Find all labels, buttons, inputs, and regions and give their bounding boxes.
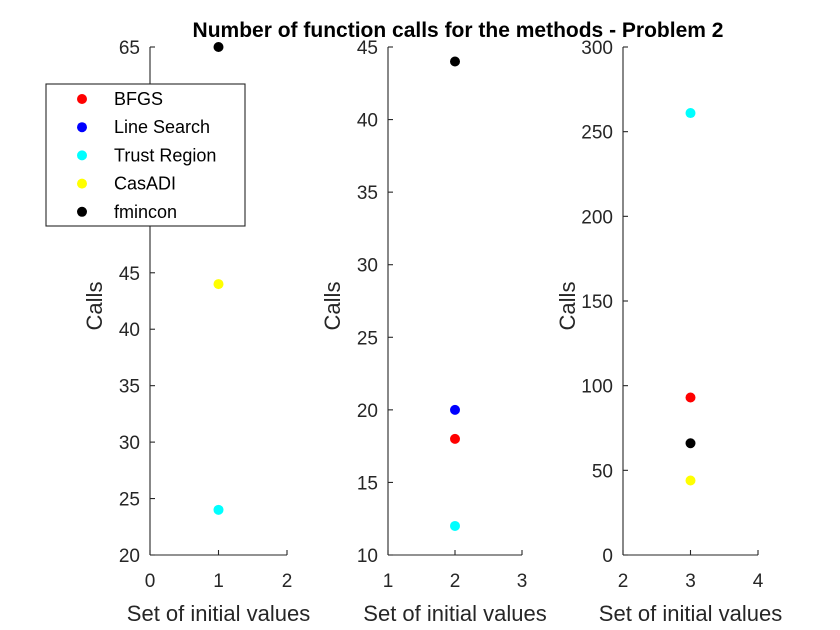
legend-label: BFGS — [114, 89, 163, 109]
data-point-bfgs — [450, 433, 460, 444]
y-tick-label: 300 — [581, 38, 613, 59]
y-axis-label: Calls — [555, 282, 580, 331]
legend-marker-line-search — [77, 122, 87, 133]
data-point-fmincon — [685, 438, 696, 449]
y-tick-label: 40 — [357, 111, 378, 132]
legend-marker-trust-region — [77, 150, 87, 161]
legend-label: fmincon — [114, 202, 177, 222]
data-point-bfgs — [685, 392, 696, 403]
y-tick-label: 25 — [119, 490, 140, 511]
y-tick-label: 20 — [119, 546, 140, 567]
data-point-fmincon — [450, 56, 460, 67]
y-tick-label: 35 — [357, 183, 378, 204]
y-tick-label: 30 — [357, 256, 378, 277]
legend-label: Trust Region — [114, 145, 216, 165]
y-tick-label: 30 — [119, 433, 140, 454]
x-tick-label: 1 — [383, 571, 394, 592]
legend: BFGS Line Search Trust Region CasADI fmincon — [45, 83, 246, 227]
y-tick-label: 65 — [119, 38, 140, 59]
y-tick-label: 10 — [357, 546, 378, 567]
y-tick-label: 15 — [357, 473, 378, 494]
x-tick-label: 2 — [282, 571, 293, 592]
y-tick-label: 35 — [119, 377, 140, 398]
x-axis-label: Set of initial values — [599, 601, 782, 626]
y-tick-label: 45 — [119, 264, 140, 285]
chart-title: Number of function calls for the methods… — [193, 19, 724, 42]
data-point-trust-region — [685, 108, 696, 119]
y-axis-label: Calls — [320, 282, 345, 331]
y-tick-label: 200 — [581, 207, 613, 228]
data-point-fmincon — [213, 42, 224, 52]
y-tick-label: 40 — [119, 320, 140, 341]
y-tick-label: 20 — [357, 401, 378, 422]
data-point-casadi — [213, 279, 224, 290]
y-tick-label: 25 — [357, 328, 378, 349]
x-tick-label: 3 — [685, 571, 696, 592]
legend-marker-fmincon — [77, 206, 87, 217]
legend-marker-casadi — [77, 178, 87, 189]
y-tick-label: 50 — [592, 461, 613, 482]
x-tick-label: 1 — [213, 571, 224, 592]
legend-label: Line Search — [114, 117, 210, 137]
subplot-2: 10 15 20 25 30 35 40 45 1 2 3 Set of initial values… — [320, 38, 547, 626]
y-tick-label: 45 — [357, 38, 378, 59]
subplot-3: 0 50 100 150 200 250 300 2 3 4 Set of initial valu… — [555, 38, 782, 626]
y-tick-label: 250 — [581, 123, 613, 144]
data-point-trust-region — [450, 520, 460, 531]
x-tick-label: 2 — [450, 571, 461, 592]
data-point-casadi — [685, 475, 696, 486]
data-point-line-search — [450, 404, 460, 415]
legend-label: CasADI — [114, 174, 176, 194]
x-axis-label: Set of initial values — [127, 601, 310, 626]
y-tick-label: 0 — [602, 546, 613, 567]
x-axis-label: Set of initial values — [363, 601, 546, 626]
x-tick-label: 2 — [618, 571, 629, 592]
x-tick-label: 0 — [145, 571, 156, 592]
data-point-trust-region — [213, 504, 224, 515]
x-tick-label: 4 — [753, 571, 764, 592]
y-tick-label: 100 — [581, 377, 613, 398]
y-tick-label: 150 — [581, 292, 613, 313]
y-axis-label: Calls — [82, 282, 107, 331]
x-tick-label: 3 — [517, 571, 528, 592]
legend-marker-bfgs — [77, 94, 87, 104]
